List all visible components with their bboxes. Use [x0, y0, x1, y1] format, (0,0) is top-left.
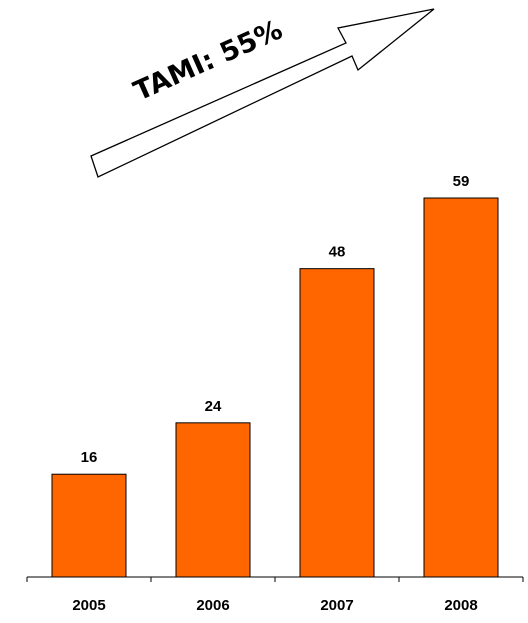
data-label-2006: 24 — [205, 398, 222, 415]
growth-arrow-icon — [90, 8, 435, 178]
bars: 16 24 48 59 — [51, 173, 499, 578]
bar-2007 — [299, 268, 375, 578]
growth-annotation: TAMI: 55% — [90, 8, 435, 178]
data-label-2005: 16 — [81, 449, 98, 466]
x-tick-label-2008: 2008 — [444, 597, 477, 614]
data-label-2007: 48 — [329, 244, 346, 261]
bar-2005 — [51, 473, 127, 578]
x-axis: 2005 2006 2007 2008 — [26, 576, 524, 614]
x-tick-label-2005: 2005 — [72, 597, 105, 614]
bar-2006 — [175, 422, 251, 578]
bar-2008 — [423, 197, 499, 578]
x-tick-label-2006: 2006 — [196, 597, 229, 614]
x-tick-label-2007: 2007 — [320, 597, 353, 614]
data-label-2008: 59 — [453, 173, 470, 190]
